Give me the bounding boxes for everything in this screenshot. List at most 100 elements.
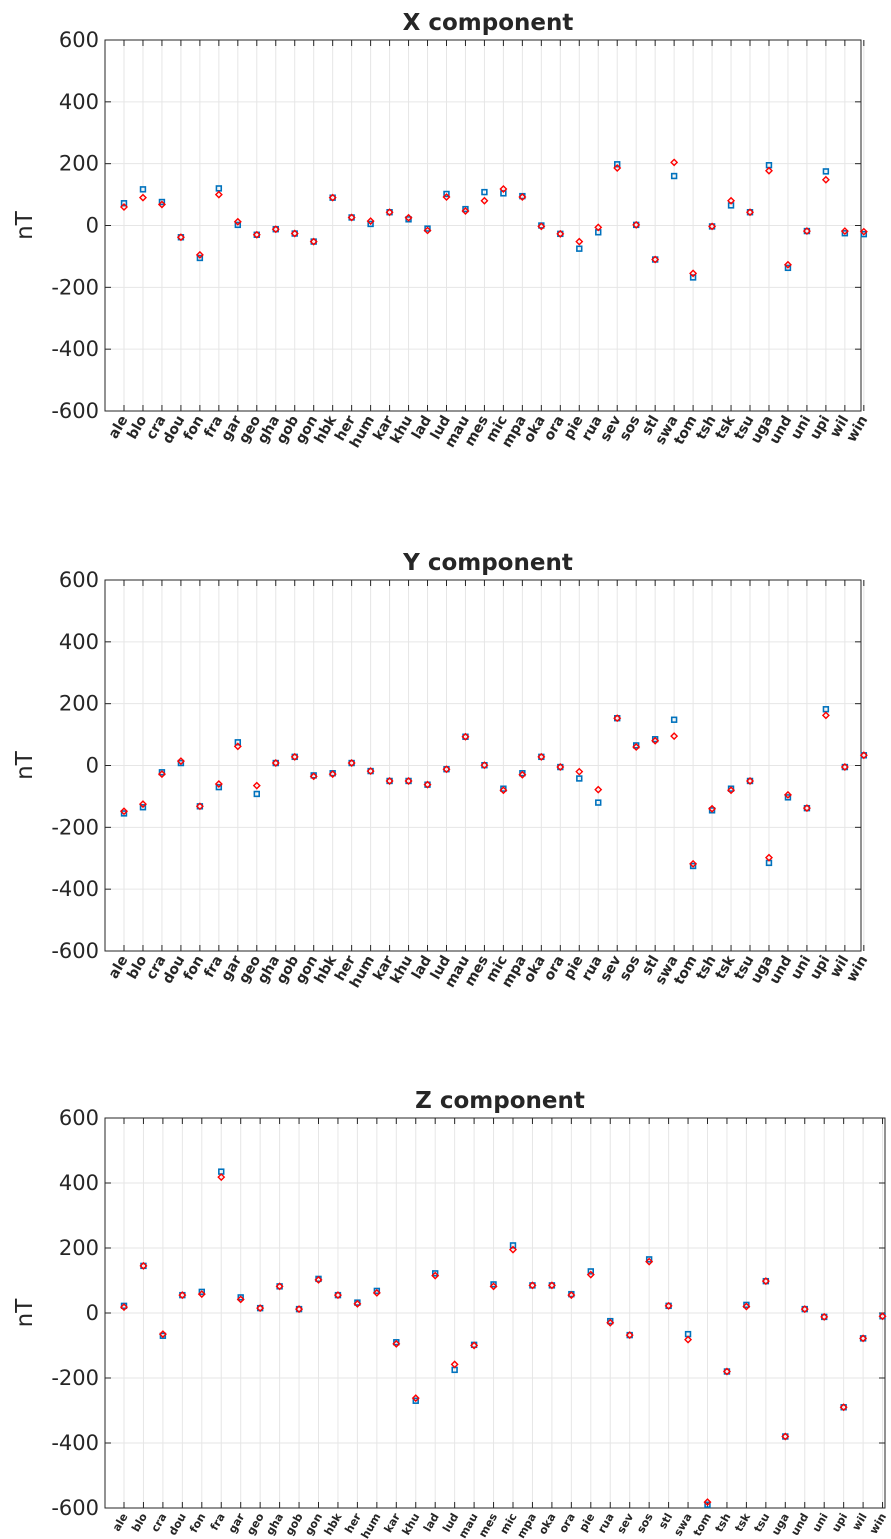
x-tick-label: lad [421, 1511, 442, 1534]
x-tick-label: geo [244, 1511, 267, 1538]
data-point-diamond [742, 1302, 751, 1311]
data-point-square [158, 769, 166, 776]
y-axis-label: nT [12, 210, 38, 240]
data-point-diamond [594, 223, 603, 232]
x-tick-label: uni [810, 1511, 831, 1534]
data-point-diamond [859, 227, 868, 236]
data-point-diamond [290, 752, 299, 761]
data-point-diamond [309, 772, 318, 781]
data-point-square [481, 188, 488, 196]
x-tick-label: tom [691, 1511, 714, 1539]
data-point-diamond [575, 767, 584, 776]
y-tick-label: -400 [51, 1431, 99, 1455]
data-point-diamond [859, 1334, 868, 1343]
data-point-square [614, 161, 621, 168]
y-tick-label: 200 [59, 1236, 99, 1260]
chart-title: X component [403, 10, 574, 36]
y-tick-label: 400 [59, 630, 99, 654]
data-point-square [784, 794, 792, 801]
data-point-diamond [708, 222, 717, 231]
data-point-diamond [761, 1277, 770, 1286]
x-tick-label: mau [456, 1511, 481, 1539]
data-point-diamond [518, 193, 527, 202]
data-point-diamond [489, 1282, 498, 1291]
data-point-diamond [470, 1341, 479, 1350]
data-point-diamond [290, 229, 299, 238]
x-tick-label: upi [829, 1511, 850, 1534]
data-point-diamond [689, 859, 698, 868]
data-point-square [500, 190, 507, 197]
data-point-diamond [233, 742, 242, 751]
x-tick-label: pie [577, 1511, 598, 1534]
chart-panel-1: X component-600-400-2000200400600nTalebl… [12, 10, 871, 451]
y-tick-label: -600 [51, 1496, 99, 1520]
data-point-square [412, 1397, 419, 1404]
data-point-diamond [214, 780, 223, 789]
data-point-square [120, 200, 128, 207]
data-point-diamond [214, 190, 223, 199]
x-tick-label: hum [359, 1511, 384, 1539]
data-point-diamond [217, 1173, 226, 1182]
data-point-square [587, 1268, 595, 1275]
x-tick-label: tsh [712, 1511, 733, 1535]
data-point-square [689, 274, 697, 281]
x-tick-label: sos [634, 1511, 656, 1536]
x-tick-label: win [867, 1511, 889, 1536]
data-point-diamond [840, 227, 849, 236]
data-point-diamond [567, 1291, 576, 1300]
data-point-diamond [537, 222, 546, 231]
data-point-diamond [442, 193, 451, 202]
data-point-square [431, 1270, 439, 1277]
data-point-diamond [518, 770, 527, 779]
data-point-square [237, 1294, 244, 1301]
y-tick-label: 600 [59, 1106, 99, 1130]
data-point-diamond [176, 757, 185, 766]
data-point-square [234, 221, 242, 229]
data-point-diamond [256, 1304, 265, 1313]
data-point-diamond [138, 193, 147, 202]
data-point-diamond [547, 1281, 556, 1290]
data-point-diamond [120, 807, 128, 816]
data-point-diamond [480, 761, 489, 770]
data-point-diamond [821, 711, 830, 720]
data-point-diamond [385, 208, 394, 217]
data-point-square [234, 739, 242, 746]
x-tick-label: stl [656, 1511, 675, 1531]
data-point-diamond [480, 196, 489, 205]
x-tick-label: win [844, 953, 872, 985]
data-point-diamond [783, 790, 792, 799]
y-tick-label: 600 [59, 568, 99, 592]
data-point-square [139, 804, 147, 811]
data-point-diamond [309, 237, 318, 246]
x-tick-label: gob [283, 1511, 306, 1538]
data-point-diamond [178, 1291, 187, 1300]
data-point-diamond [878, 1312, 887, 1321]
data-point-diamond [347, 759, 356, 768]
data-point-square [196, 254, 204, 262]
data-point-diamond [431, 1271, 440, 1280]
data-point-diamond [197, 1290, 206, 1299]
x-tick-label: mpa [514, 1511, 539, 1539]
data-point-diamond [275, 1282, 284, 1291]
data-point-diamond [613, 714, 622, 723]
data-point-diamond [353, 1299, 362, 1308]
data-point-diamond [632, 742, 641, 751]
data-point-square [443, 190, 450, 198]
data-point-diamond [664, 1301, 673, 1310]
data-point-square [509, 1242, 517, 1249]
data-point-square [367, 220, 374, 228]
data-point-diamond [411, 1394, 420, 1403]
data-point-diamond [195, 250, 204, 259]
x-tick-label: uga [769, 1511, 792, 1538]
x-tick-label: und [788, 1511, 811, 1538]
data-point-diamond [625, 1331, 634, 1340]
y-tick-label: -600 [51, 939, 99, 963]
data-point-diamond [158, 1330, 167, 1339]
data-point-diamond [703, 1498, 712, 1507]
data-point-diamond [689, 269, 698, 278]
data-point-square [159, 1332, 167, 1339]
data-point-square [743, 1301, 750, 1309]
data-point-diamond [236, 1295, 245, 1304]
data-point-diamond [684, 1335, 693, 1344]
